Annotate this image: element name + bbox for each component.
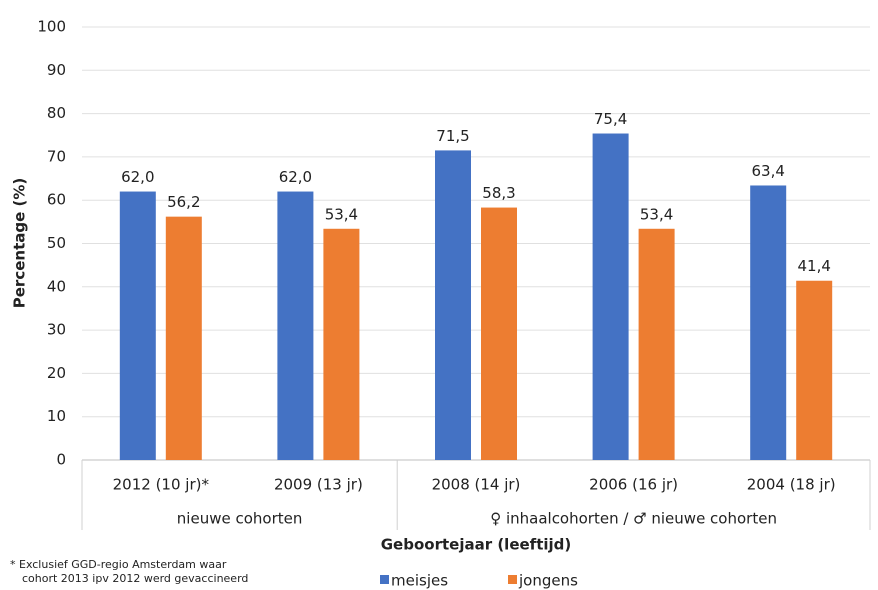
bar: [323, 228, 360, 460]
x-tick-label: 2012 (10 jr)*: [113, 476, 210, 494]
value-label: 75,4: [594, 110, 627, 128]
group-label: nieuwe cohorten: [177, 510, 303, 528]
bar: [750, 185, 787, 460]
value-label: 63,4: [751, 162, 784, 180]
value-label: 56,2: [167, 193, 200, 211]
legend-label: jongens: [518, 572, 578, 590]
legend-label: meisjes: [391, 572, 448, 590]
bar: [119, 191, 156, 461]
value-label: 41,4: [797, 257, 830, 275]
bar: [481, 207, 517, 460]
legend-swatch: [508, 575, 517, 584]
y-tick-label: 10: [47, 407, 66, 425]
bar: [435, 150, 471, 460]
value-label: 53,4: [640, 205, 673, 223]
bar: [638, 228, 675, 460]
bar: [796, 280, 833, 460]
y-tick-label: 80: [47, 104, 66, 122]
y-tick-label: 50: [47, 234, 66, 252]
group-label: ♀ inhaalcohorten / ♂ nieuwe cohorten: [490, 510, 777, 528]
bar: [277, 191, 314, 461]
footnote: cohort 2013 ipv 2012 werd gevaccineerd: [22, 572, 248, 585]
y-tick-label: 60: [47, 191, 66, 209]
y-tick-label: 20: [47, 364, 66, 382]
y-tick-label: 90: [47, 61, 66, 79]
bar: [165, 216, 202, 460]
y-tick-label: 0: [56, 451, 66, 469]
value-label: 62,0: [279, 168, 312, 186]
y-tick-label: 40: [47, 277, 66, 295]
x-tick-label: 2009 (13 jr): [274, 476, 363, 494]
value-label: 62,0: [121, 168, 154, 186]
x-tick-label: 2004 (18 jr): [747, 476, 836, 494]
y-axis-label: Percentage (%): [11, 178, 29, 308]
x-axis-label: Geboortejaar (leeftijd): [381, 536, 572, 554]
y-tick-label: 70: [47, 147, 66, 165]
value-label: 53,4: [325, 205, 358, 223]
footnote: * Exclusief GGD-regio Amsterdam waar: [10, 558, 227, 571]
value-label: 71,5: [436, 127, 469, 145]
legend-swatch: [380, 575, 389, 584]
bar: [592, 133, 629, 460]
x-tick-label: 2006 (16 jr): [589, 476, 678, 494]
x-tick-label: 2008 (14 jr): [432, 476, 521, 494]
y-tick-label: 100: [37, 18, 66, 36]
y-tick-label: 30: [47, 321, 66, 339]
value-label: 58,3: [482, 184, 515, 202]
